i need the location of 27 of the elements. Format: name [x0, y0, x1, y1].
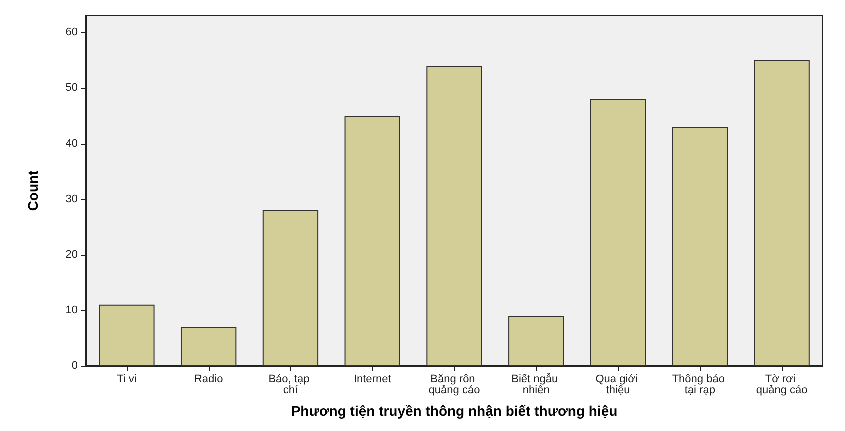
bar	[99, 304, 155, 366]
bar	[508, 316, 564, 366]
x-tick-label: Tờ rơi quảng cáo	[756, 374, 808, 396]
bar	[180, 327, 237, 366]
x-tick-label: Ti vi	[117, 374, 137, 386]
bar	[672, 127, 728, 366]
x-tick-label: Qua giới thiệu	[596, 374, 641, 396]
y-tick-label: 10	[66, 304, 78, 316]
bar	[426, 66, 482, 366]
bar	[344, 116, 400, 366]
x-tick-label: Báo, tạp chí	[268, 374, 313, 396]
y-tick-label: 60	[66, 26, 78, 39]
bar	[262, 210, 319, 366]
bar	[590, 99, 646, 366]
y-tick-label: 20	[66, 248, 78, 261]
x-tick-label: Thông báo tại rạp	[672, 374, 728, 396]
x-tick-label: Biết ngẫu nhiên	[512, 372, 562, 396]
x-tick-label: Băng rôn quảng cáo	[428, 374, 480, 396]
x-tick-label: Internet	[354, 374, 392, 386]
y-tick-label: 40	[66, 138, 78, 150]
y-tick-label: 50	[66, 82, 78, 94]
x-axis-title: Phương tiện truyền thông nhận biết thương hiệu	[291, 403, 618, 419]
y-tick-label: 30	[66, 193, 78, 206]
y-tick-label: 0	[72, 360, 78, 372]
x-tick-label: Radio	[194, 374, 224, 386]
bar	[754, 60, 810, 366]
y-axis-title: Count	[25, 170, 41, 212]
